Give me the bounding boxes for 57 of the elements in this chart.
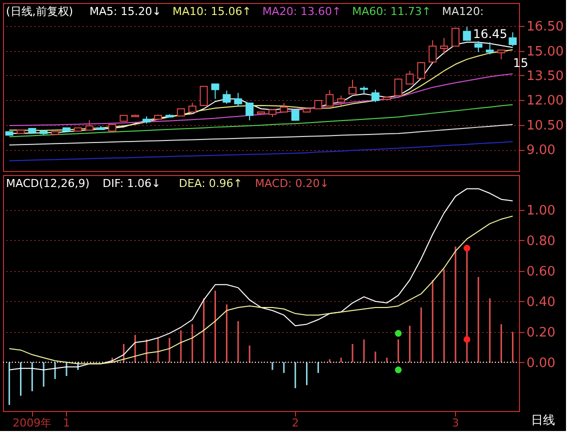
text: MA120: bbox=[442, 5, 484, 18]
text: DIF: 1.06↓ bbox=[102, 177, 161, 190]
candlestick bbox=[440, 37, 448, 55]
chart-title: MACD(12,26,9) bbox=[6, 177, 90, 190]
y-tick-label: 13.50 bbox=[526, 68, 564, 84]
y-tick-label: 0.80 bbox=[526, 234, 556, 249]
line-series bbox=[8, 104, 514, 138]
y-tick-label: 0.40 bbox=[526, 294, 556, 310]
y-tick-label: 0.00 bbox=[526, 356, 556, 371]
line-series bbox=[8, 124, 514, 146]
candlestick bbox=[406, 70, 414, 85]
y-tick-label: 1.00 bbox=[526, 204, 556, 219]
text: MA5: 15.20↓ bbox=[89, 5, 162, 18]
candlestick bbox=[417, 62, 426, 80]
text: 日线 bbox=[531, 413, 555, 427]
candlestick bbox=[371, 89, 380, 103]
candlestick bbox=[394, 78, 402, 96]
y-tick-label: 15.00 bbox=[526, 44, 564, 60]
candlestick bbox=[452, 27, 460, 47]
line-series bbox=[8, 73, 514, 126]
line-series bbox=[8, 216, 514, 364]
candlestick bbox=[246, 102, 254, 121]
text: MA60: 11.73↑ bbox=[352, 5, 432, 18]
candlestick bbox=[85, 120, 94, 131]
candlestick bbox=[486, 42, 494, 55]
candlestick bbox=[211, 83, 220, 100]
y-tick-label: 10.50 bbox=[526, 118, 564, 134]
text: MA10: 15.06↑ bbox=[172, 5, 252, 18]
candlestick bbox=[222, 90, 231, 104]
y-tick-label: 9.00 bbox=[526, 143, 556, 158]
x-tick-label: 2 bbox=[292, 416, 299, 430]
candlestick bbox=[188, 102, 196, 113]
text: MA20: 13.60↑ bbox=[262, 5, 342, 18]
y-tick-label: 12.00 bbox=[526, 94, 564, 109]
candlestick bbox=[428, 40, 437, 63]
x-tick-label: 2009年 bbox=[12, 416, 52, 430]
x-tick-label: 3 bbox=[452, 416, 459, 430]
candlestick bbox=[348, 79, 357, 95]
text: DEA: 0.96↑ bbox=[178, 177, 243, 190]
candlestick bbox=[280, 102, 288, 113]
line-series bbox=[8, 141, 514, 162]
candlestick bbox=[200, 86, 208, 106]
candlestick bbox=[337, 95, 346, 106]
candlestick bbox=[508, 32, 517, 47]
candlestick bbox=[291, 110, 300, 122]
chart-title: (日线,前复权) bbox=[6, 5, 74, 18]
candlestick bbox=[326, 90, 334, 107]
y-tick-label: 0.60 bbox=[526, 264, 556, 280]
candlestick bbox=[474, 40, 482, 53]
annotation: 16.45 bbox=[472, 26, 508, 41]
candlestick bbox=[234, 92, 242, 107]
y-tick-label: 0.20 bbox=[526, 325, 556, 340]
x-tick-label: 1 bbox=[63, 416, 70, 430]
text: MACD: 0.20↓ bbox=[255, 177, 329, 190]
y-tick-label: 16.50 bbox=[526, 20, 564, 35]
candlestick bbox=[497, 49, 506, 60]
candlestick bbox=[462, 26, 471, 42]
